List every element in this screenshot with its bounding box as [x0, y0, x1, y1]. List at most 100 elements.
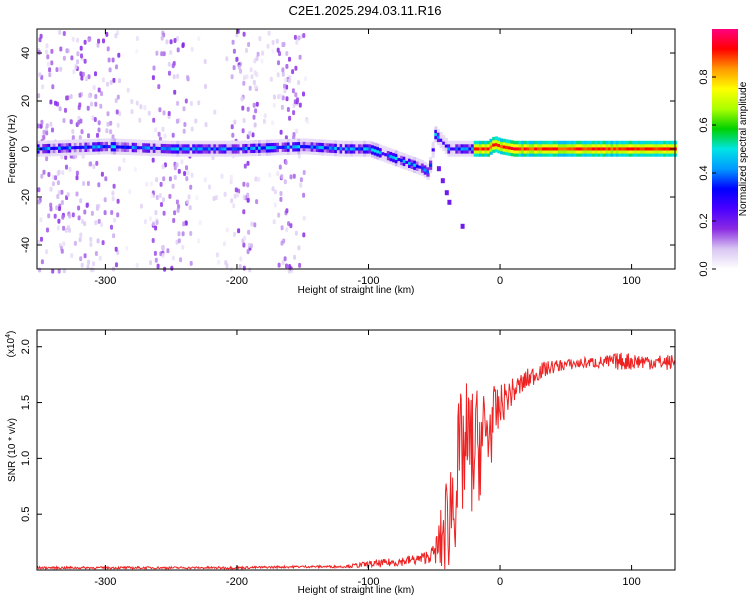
- heatmap-noise-cell: [42, 169, 46, 175]
- heatmap-noise-cell: [139, 104, 143, 110]
- heatmap-ridge-cell: [400, 161, 404, 166]
- heatmap-ridge-cell: [179, 153, 183, 157]
- heatmap-noise-cell: [87, 74, 91, 80]
- heatmap-ridge-cell: [358, 143, 362, 148]
- heatmap-ridge-cell: [471, 150, 475, 154]
- heatmap-noise-cell: [135, 100, 139, 106]
- heatmap-ridge-cell: [208, 153, 212, 157]
- heatmap-ridge-cell: [636, 147, 641, 151]
- heatmap-ridge-cell: [297, 138, 301, 143]
- heatmap-ridge-cell: [502, 151, 506, 155]
- heatmap-noise-cell: [90, 210, 94, 216]
- heatmap-noise-cell: [75, 175, 79, 181]
- heatmap-ridge-cell: [489, 151, 493, 155]
- heatmap-ridge-cell: [489, 148, 493, 152]
- heatmap-ridge-cell: [494, 136, 498, 140]
- heatmap-noise-cell: [257, 176, 261, 182]
- heatmap-ridge-cell: [87, 148, 91, 152]
- heatmap-ridge-cell: [200, 140, 204, 145]
- heatmap-ridge-cell: [431, 148, 435, 152]
- heatmap-noise-cell: [247, 229, 251, 235]
- heatmap-noise-cell: [168, 193, 172, 199]
- heatmap-ridge-cell: [165, 140, 170, 145]
- heatmap-noise-cell: [185, 165, 188, 171]
- heatmap-ridge-cell: [334, 140, 338, 144]
- heatmap-ridge-cell: [397, 157, 401, 162]
- heatmap-noise-cell: [239, 256, 243, 262]
- heatmap-noise-cell: [286, 107, 290, 112]
- heatmap-ridge-cell: [94, 138, 99, 143]
- heatmap-noise-cell: [175, 239, 179, 245]
- heatmap-ridge-cell: [155, 149, 159, 153]
- heatmap-ridge-cell: [507, 139, 512, 144]
- heatmap-noise-cell: [297, 245, 301, 251]
- heatmap-ridge-cell: [89, 148, 93, 152]
- heatmap-noise-cell: [37, 93, 41, 99]
- heatmap-ridge-cell: [563, 147, 567, 151]
- heatmap-ridge-cell: [137, 148, 141, 153]
- heatmap-ridge-cell: [281, 151, 285, 156]
- heatmap-ridge-cell: [563, 150, 567, 154]
- heatmap-noise-cell: [276, 171, 280, 177]
- heatmap-ridge-cell: [515, 150, 519, 154]
- heatmap-noise-cell: [161, 245, 165, 250]
- heatmap-noise-cell: [152, 65, 156, 71]
- heatmap-ridge-cell: [326, 142, 330, 147]
- heatmap-ridge-cell: [450, 153, 454, 157]
- heatmap-ridge-cell: [418, 159, 422, 163]
- heatmap-ridge-cell: [102, 150, 106, 155]
- heatmap-noise-cell: [55, 67, 59, 73]
- heatmap-noise-cell: [177, 168, 181, 174]
- heatmap-noise-cell: [176, 73, 180, 79]
- heatmap-ridge-cell: [279, 145, 283, 149]
- heatmap-noise-cell: [189, 184, 193, 190]
- heatmap-ridge-cell: [373, 155, 377, 159]
- heatmap-ridge-cell: [584, 140, 588, 145]
- heatmap-ridge-cell: [221, 140, 225, 145]
- heatmap-noise-cell: [269, 76, 273, 82]
- heatmap-ridge-cell: [284, 145, 288, 149]
- heatmap-noise-cell: [176, 47, 180, 53]
- heatmap-ridge-cell: [258, 152, 262, 156]
- heatmap-noise-cell: [106, 46, 110, 52]
- heatmap-ridge-cell: [152, 143, 156, 147]
- heatmap-ridge-cell: [213, 147, 217, 151]
- heatmap-noise-cell: [89, 236, 93, 242]
- heatmap-ridge-cell: [318, 139, 322, 143]
- heatmap-ridge-cell: [268, 142, 272, 147]
- heatmap-ridge-cell: [586, 153, 591, 157]
- heatmap-ridge-cell: [237, 140, 241, 145]
- heatmap-ridge-cell: [250, 143, 254, 147]
- heatmap-ridge-cell: [60, 143, 64, 147]
- heatmap-ridge-cell: [523, 140, 527, 145]
- heatmap-noise-cell: [234, 187, 238, 193]
- heatmap-ridge-cell: [400, 152, 404, 156]
- heatmap-ridge-cell: [250, 152, 254, 157]
- heatmap-ridge-cell: [521, 150, 525, 154]
- heatmap-ridge-cell: [55, 143, 59, 147]
- heatmap-noise-cell: [51, 268, 55, 274]
- heatmap-noise-cell: [185, 176, 189, 182]
- heatmap-ridge-cell: [547, 150, 551, 154]
- heatmap-ridge-cell: [134, 148, 138, 153]
- heatmap-ridge-cell: [655, 153, 659, 157]
- heatmap-noise-cell: [126, 87, 130, 93]
- heatmap-ridge-cell: [623, 153, 627, 157]
- heatmap-ridge-cell: [657, 147, 662, 151]
- heatmap-ridge-cell: [134, 145, 138, 150]
- heatmap-ridge-cell: [581, 143, 585, 148]
- heatmap-ridge-cell: [229, 140, 233, 145]
- heatmap-ridge-cell: [397, 151, 401, 155]
- heatmap-ridge-cell: [329, 143, 333, 147]
- heatmap-ridge-cell: [652, 150, 656, 154]
- heatmap-ridge-cell: [71, 145, 75, 150]
- heatmap-noise-cell: [190, 172, 194, 178]
- y-tick-label: -40: [20, 237, 32, 253]
- heatmap-ridge-cell: [255, 146, 259, 150]
- heatmap-ridge-cell: [542, 153, 546, 157]
- heatmap-noise-cell: [130, 109, 134, 115]
- heatmap-ridge-cell: [234, 147, 238, 151]
- heatmap-ridge-cell: [379, 144, 383, 149]
- heatmap-ridge-cell: [363, 140, 367, 145]
- heatmap-noise-cell: [159, 181, 163, 187]
